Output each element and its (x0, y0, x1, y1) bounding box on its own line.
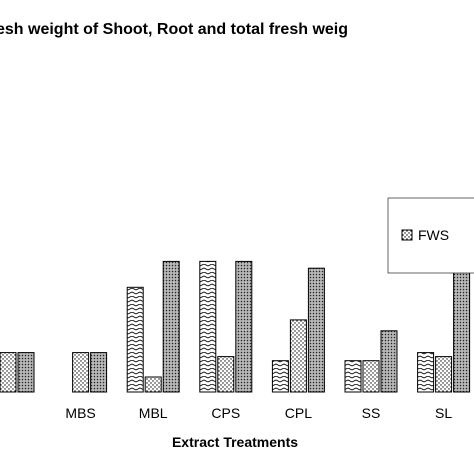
x-tick-labels: MBSMBLCPSCPLSSSLCBS (65, 405, 452, 421)
bar-mbl-series2 (162, 260, 180, 393)
bar-ss-series1 (362, 360, 380, 393)
legend: FWS (387, 197, 474, 274)
legend-items: FWS (401, 227, 449, 243)
bar-cpl-series1 (289, 319, 307, 393)
bar-sl-series2 (453, 269, 471, 393)
bar-mbl-series1 (144, 376, 162, 393)
bar-group0-series2 (17, 352, 35, 393)
bar-ss-series0 (344, 360, 362, 393)
x-tick-label-ss: SS (362, 405, 381, 421)
x-tick-label-cpl: CPL (285, 405, 312, 421)
bar-sl-series1 (435, 356, 453, 393)
x-tick-label-cps: CPS (211, 405, 240, 421)
legend-swatch-fws (401, 229, 413, 241)
bar-ss-series2 (380, 330, 398, 393)
bars (0, 260, 471, 393)
bar-cps-series2 (235, 260, 253, 393)
x-tick-label-sl: SL (435, 405, 452, 421)
legend-label-fws: FWS (418, 227, 449, 243)
bar-mbl-series0 (126, 286, 144, 393)
bar-mbs-series2 (90, 352, 108, 393)
bar-cpl-series0 (271, 360, 289, 393)
x-tick-label-mbs: MBS (65, 405, 95, 421)
bar-cps-series1 (217, 356, 235, 393)
bar-cpl-series2 (307, 267, 325, 393)
bar-mbs-series1 (72, 352, 90, 393)
chart-title: esh weight of Shoot, Root and total fres… (0, 21, 348, 38)
x-axis-title: Extract Treatments (172, 434, 298, 450)
bar-sl-series0 (417, 352, 435, 393)
x-tick-label-mbl: MBL (139, 405, 168, 421)
bar-group0-series1 (0, 352, 17, 393)
bar-cps-series0 (199, 260, 217, 393)
